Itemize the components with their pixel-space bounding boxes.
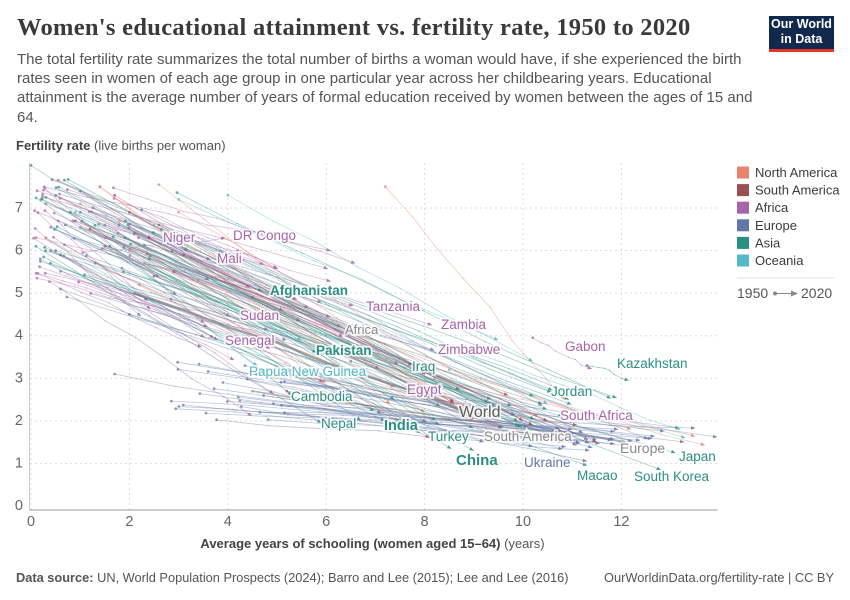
svg-text:Ukraine: Ukraine bbox=[524, 455, 571, 470]
svg-text:DR Congo: DR Congo bbox=[233, 228, 296, 243]
svg-text:Africa: Africa bbox=[345, 322, 379, 337]
svg-text:Zimbabwe: Zimbabwe bbox=[438, 342, 500, 357]
svg-text:Zambia: Zambia bbox=[441, 317, 487, 332]
svg-text:China: China bbox=[456, 452, 498, 469]
svg-text:Japan: Japan bbox=[679, 449, 716, 464]
svg-text:Cambodia: Cambodia bbox=[291, 389, 353, 404]
svg-text:2: 2 bbox=[125, 514, 133, 530]
svg-text:Senegal: Senegal bbox=[225, 333, 275, 348]
svg-text:Niger: Niger bbox=[163, 230, 196, 245]
svg-text:Jordan: Jordan bbox=[551, 384, 592, 399]
svg-text:8: 8 bbox=[421, 514, 429, 530]
svg-text:Oceania: Oceania bbox=[755, 253, 804, 268]
svg-text:2020: 2020 bbox=[801, 285, 832, 301]
svg-text:Europe: Europe bbox=[620, 440, 665, 456]
svg-text:1950: 1950 bbox=[737, 285, 768, 301]
svg-text:Iraq: Iraq bbox=[412, 359, 435, 374]
svg-text:10: 10 bbox=[515, 514, 531, 530]
svg-text:South Korea: South Korea bbox=[634, 469, 710, 484]
svg-text:0: 0 bbox=[27, 514, 35, 530]
svg-text:World: World bbox=[459, 404, 501, 421]
svg-text:Africa: Africa bbox=[755, 200, 789, 215]
svg-text:0: 0 bbox=[15, 498, 23, 514]
svg-text:Tanzania: Tanzania bbox=[366, 299, 421, 314]
svg-text:2: 2 bbox=[15, 413, 23, 429]
svg-text:Asia: Asia bbox=[755, 235, 781, 250]
svg-text:Egypt: Egypt bbox=[407, 382, 442, 397]
svg-text:Mali: Mali bbox=[217, 251, 242, 266]
svg-text:Macao: Macao bbox=[577, 468, 618, 483]
svg-text:Nepal: Nepal bbox=[321, 416, 356, 431]
svg-text:North America: North America bbox=[755, 165, 838, 180]
svg-text:4: 4 bbox=[15, 328, 23, 344]
svg-text:5: 5 bbox=[15, 285, 23, 301]
svg-text:6: 6 bbox=[15, 243, 23, 259]
svg-text:6: 6 bbox=[322, 514, 330, 530]
svg-text:Papua New Guinea: Papua New Guinea bbox=[249, 364, 367, 379]
svg-text:Gabon: Gabon bbox=[565, 339, 606, 354]
svg-text:Pakistan: Pakistan bbox=[316, 343, 372, 358]
svg-text:3: 3 bbox=[15, 370, 23, 386]
svg-text:12: 12 bbox=[613, 514, 629, 530]
svg-text:4: 4 bbox=[224, 514, 232, 530]
svg-text:Afghanistan: Afghanistan bbox=[270, 283, 348, 298]
svg-text:Sudan: Sudan bbox=[240, 308, 279, 323]
svg-text:Europe: Europe bbox=[755, 218, 797, 233]
svg-text:Kazakhstan: Kazakhstan bbox=[617, 356, 688, 371]
svg-text:India: India bbox=[384, 418, 419, 434]
svg-text:South America: South America bbox=[755, 183, 840, 198]
svg-text:Turkey: Turkey bbox=[428, 429, 469, 444]
svg-text:7: 7 bbox=[15, 200, 23, 216]
svg-text:1: 1 bbox=[15, 455, 23, 471]
svg-text:South America: South America bbox=[484, 429, 572, 444]
svg-text:South Africa: South Africa bbox=[560, 408, 633, 423]
